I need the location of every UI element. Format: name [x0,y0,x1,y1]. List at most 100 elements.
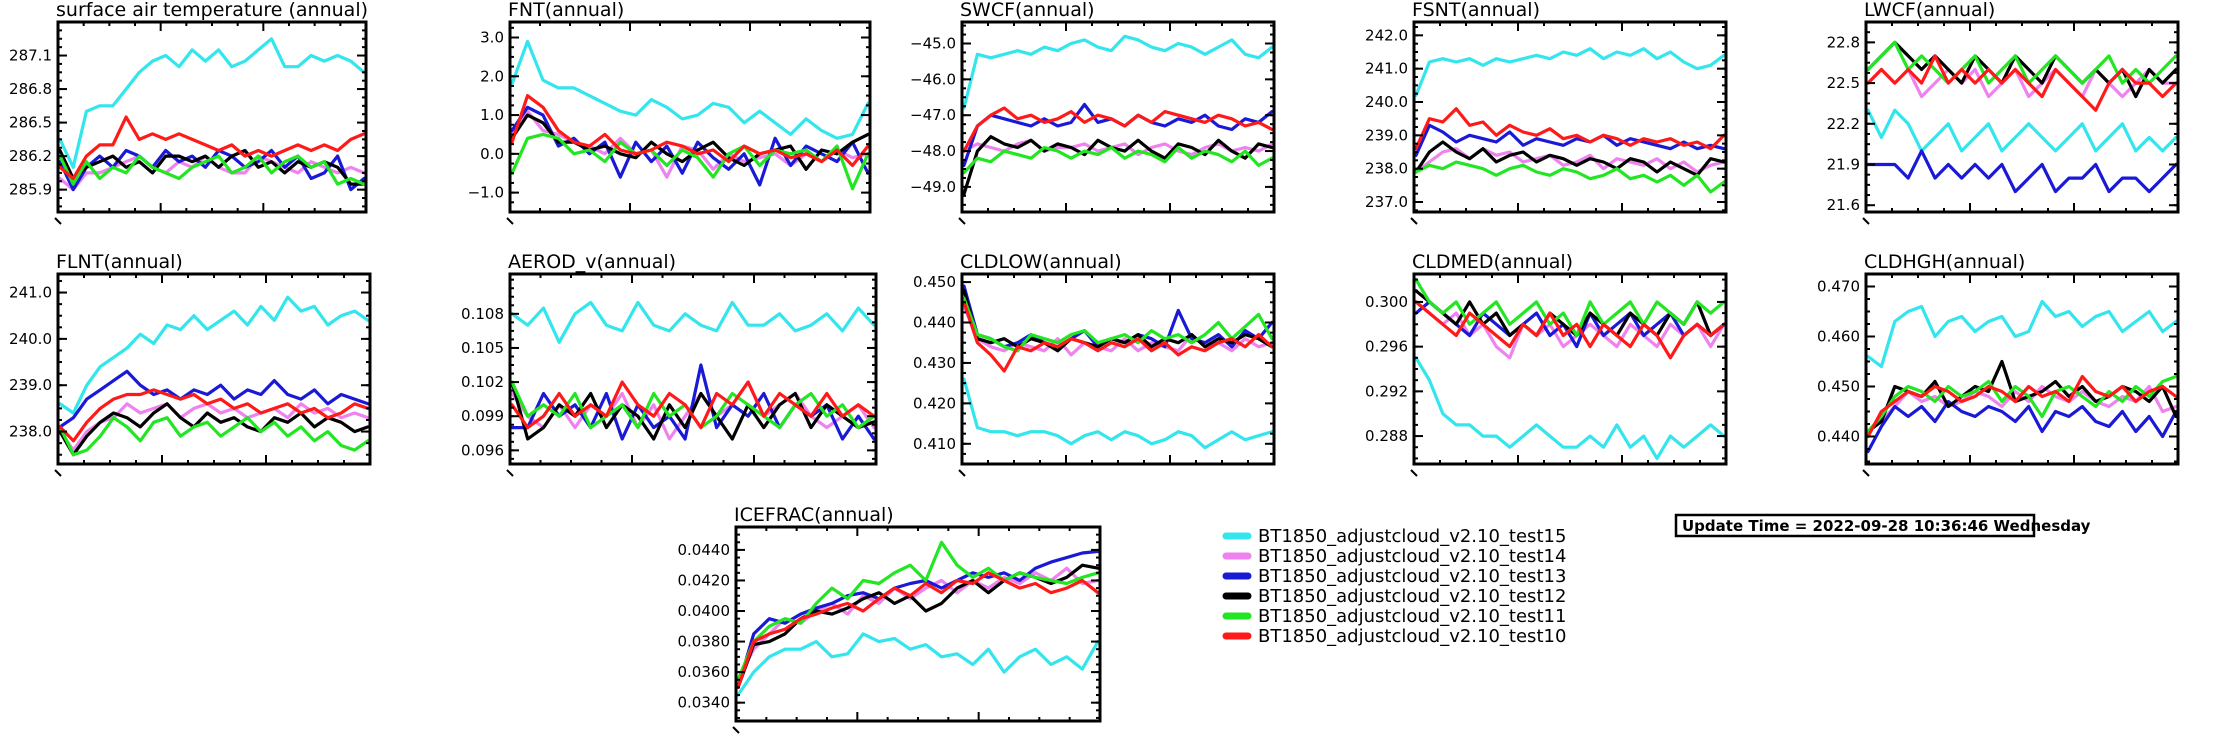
y-tick-label: 0.0400 [678,602,731,620]
chart-panel-10: ICEFRAC(annual) 0.0340 0.0360 0.0380 0.0400 0… [678,504,1102,734]
y-tick-label: 240.0 [1365,93,1408,111]
chart-panel-1: FNT(annual) −1.0 0.0 1.0 2.0 3.0 [468,0,872,225]
chart-title: surface air temperature (annual) [56,0,368,21]
y-tick-label: 3.0 [480,29,504,47]
x-origin-mark [54,469,62,477]
series-line-test10 [736,571,1100,690]
y-tick-label: 0.430 [913,354,956,372]
panels: surface air temperature (annual) 285.9 286… [9,0,2180,734]
y-tick-label: 0.292 [1365,382,1408,400]
y-tick-label: 0.410 [913,435,956,453]
series-line-test15 [58,37,366,169]
y-tick-label: 0.300 [1365,293,1408,311]
series-line-test13 [736,549,1100,690]
y-tick-label: −49.0 [910,178,956,196]
chart-title: LWCF(annual) [1864,0,1995,21]
y-tick-label: 286.5 [9,114,52,132]
legend-label-test13: BT1850_adjustcloud_v2.10_test13 [1258,566,1566,587]
y-tick-label: 239.0 [9,376,52,394]
chart-title: CLDHGH(annual) [1864,251,2025,273]
y-tick-label: 285.9 [9,181,52,199]
series-line-test11 [962,145,1274,175]
series-line-test10 [1866,374,2178,439]
legend-label-test10: BT1850_adjustcloud_v2.10_test10 [1258,626,1566,647]
series-line-test14 [1866,67,2178,99]
legend-label-test11: BT1850_adjustcloud_v2.10_test11 [1258,606,1566,627]
y-tick-label: 0.450 [1817,378,1860,396]
chart-panel-7: CLDLOW(annual) 0.410 0.420 0.430 0.440 0.450 [913,251,1276,477]
y-tick-label: 0.470 [1817,278,1860,296]
y-tick-label: 0.440 [1817,428,1860,446]
series-line-test12 [58,402,370,457]
y-tick-label: −1.0 [468,184,504,202]
y-tick-label: 2.0 [480,67,504,85]
legend: BT1850_adjustcloud_v2.10_test15 BT1850_a… [1222,526,1566,647]
y-tick-label: −45.0 [910,35,956,53]
plot-frame [508,272,878,466]
plot-frame [1864,272,2180,466]
y-tick-label: 22.2 [1827,115,1860,133]
legend-label-test12: BT1850_adjustcloud_v2.10_test12 [1258,586,1566,607]
y-tick-label: 0.102 [461,373,504,391]
series-line-test10 [58,388,370,443]
chart-title: FLNT(annual) [56,251,183,273]
y-tick-label: 0.0440 [678,541,731,559]
series-line-test15 [1414,356,1726,460]
chart-panel-4: LWCF(annual) 21.6 21.9 22.2 22.5 22.8 [1827,0,2180,225]
series-line-test11 [1866,374,2178,434]
chart-title: SWCF(annual) [960,0,1095,21]
series-line-test10 [1414,107,1726,151]
y-tick-label: 238.0 [1365,160,1408,178]
y-tick-label: 286.2 [9,147,52,165]
y-tick-label: −46.0 [910,70,956,88]
y-tick-label: 22.8 [1827,33,1860,51]
y-tick-label: 242.0 [1365,26,1408,44]
y-tick-label: 241.0 [1365,60,1408,78]
y-tick-label: 0.099 [461,407,504,425]
y-tick-label: 0.296 [1365,338,1408,356]
chart-title: CLDMED(annual) [1412,251,1573,273]
series-line-test10 [58,115,366,181]
series-line-test10 [510,94,870,168]
series-line-test15 [736,632,1100,697]
x-origin-mark [1410,469,1418,477]
series-line-test11 [1414,278,1726,338]
y-tick-label: 0.420 [913,394,956,412]
chart-title: ICEFRAC(annual) [734,504,894,526]
series-line-test15 [1866,108,2178,153]
y-tick-label: −48.0 [910,142,956,160]
legend-entry-test13: BT1850_adjustcloud_v2.10_test13 [1222,566,1566,587]
y-tick-label: 0.105 [461,339,504,357]
series-line-test11 [58,154,366,186]
chart-panel-9: CLDHGH(annual) 0.440 0.450 0.460 0.470 [1817,251,2180,477]
chart-panel-8: CLDMED(annual) 0.288 0.292 0.296 0.300 [1365,251,1728,477]
series-line-test10 [962,106,1274,153]
y-tick-label: 239.0 [1365,126,1408,144]
chart-panel-5: FLNT(annual) 238.0 239.0 240.0 241.0 [9,251,372,477]
chart-title: FNT(annual) [508,0,624,21]
x-origin-mark [1862,217,1870,225]
x-origin-mark [54,217,62,225]
x-origin-mark [958,217,966,225]
series-line-test13 [58,369,370,429]
legend-entry-test11: BT1850_adjustcloud_v2.10_test11 [1222,606,1566,627]
series-line-test11 [1414,160,1726,194]
series-line-test12 [962,135,1274,196]
chart-title: AEROD_v(annual) [508,251,676,273]
series-line-test15 [510,300,876,344]
y-tick-label: 0.0 [480,145,504,163]
legend-entry-test10: BT1850_adjustcloud_v2.10_test10 [1222,626,1566,647]
y-tick-label: 0.108 [461,305,504,323]
y-tick-label: 22.5 [1827,74,1860,92]
series-line-test12 [58,148,366,186]
series-line-test11 [58,416,370,457]
x-origin-mark [732,726,740,734]
y-tick-label: 0.0340 [678,694,731,712]
series-line-test15 [58,295,370,415]
legend-entry-test12: BT1850_adjustcloud_v2.10_test12 [1222,586,1566,607]
chart-title: FSNT(annual) [1412,0,1540,21]
series-line-test15 [510,39,870,140]
chart-panel-3: FSNT(annual) 237.0 238.0 239.0 240.0 241.0 242… [1365,0,1728,225]
series-line-test10 [1866,54,2178,112]
